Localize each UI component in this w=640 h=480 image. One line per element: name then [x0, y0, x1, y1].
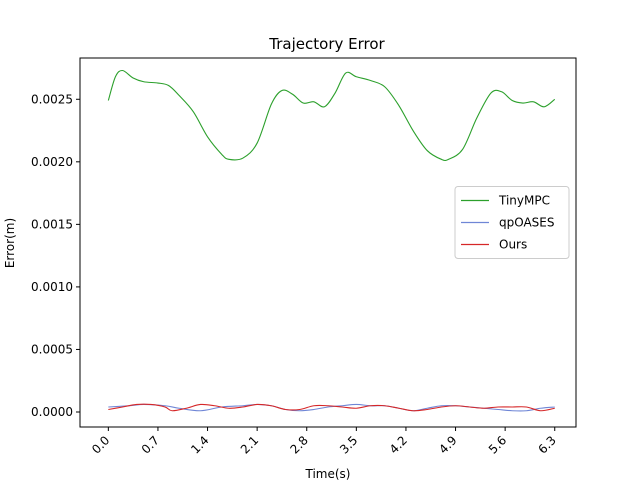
legend-box: [454, 186, 570, 259]
plot-area: [107, 69, 556, 412]
y-axis-label: Error(m): [3, 218, 17, 268]
y-axis: 0.0000 0.0005 0.0010 0.0015 0.0020 0.0025: [31, 92, 80, 419]
series-line-tinympc: [107, 69, 556, 162]
x-tick-label: 2.1: [238, 433, 261, 456]
y-tick-label: 0.0025: [31, 92, 73, 106]
plot-frame: [79, 57, 577, 428]
x-tick-label: 1.4: [188, 433, 211, 456]
y-tick-label: 0.0010: [31, 280, 73, 294]
y-tick-label: 0.0015: [31, 217, 73, 231]
x-tick-label: 5.6: [486, 433, 509, 456]
x-axis-label: Time(s): [305, 467, 351, 480]
legend: TinyMPC qpOASES Ours: [454, 186, 570, 259]
x-tick-label: 0.7: [139, 433, 162, 456]
x-tick-label: 3.5: [337, 433, 360, 456]
x-axis: 0.0 0.7 1.4 2.1 2.8 3.5 4.2 4.9 5.6 6.3: [89, 427, 559, 457]
legend-label: Ours: [499, 238, 527, 252]
x-tick-label: 4.9: [436, 433, 459, 456]
x-tick-label: 2.8: [287, 433, 310, 456]
y-tick-label: 0.0000: [31, 405, 73, 419]
y-tick-label: 0.0020: [31, 155, 73, 169]
chart-title: Trajectory Error: [268, 35, 385, 53]
x-tick-label: 6.3: [535, 433, 558, 456]
series-line-ours: [108, 403, 555, 412]
x-tick-label: 4.2: [387, 433, 410, 456]
legend-label: qpOASES: [499, 216, 555, 230]
x-tick-label: 0.0: [89, 433, 112, 456]
legend-label: TinyMPC: [498, 194, 550, 208]
y-tick-label: 0.0005: [31, 342, 73, 356]
